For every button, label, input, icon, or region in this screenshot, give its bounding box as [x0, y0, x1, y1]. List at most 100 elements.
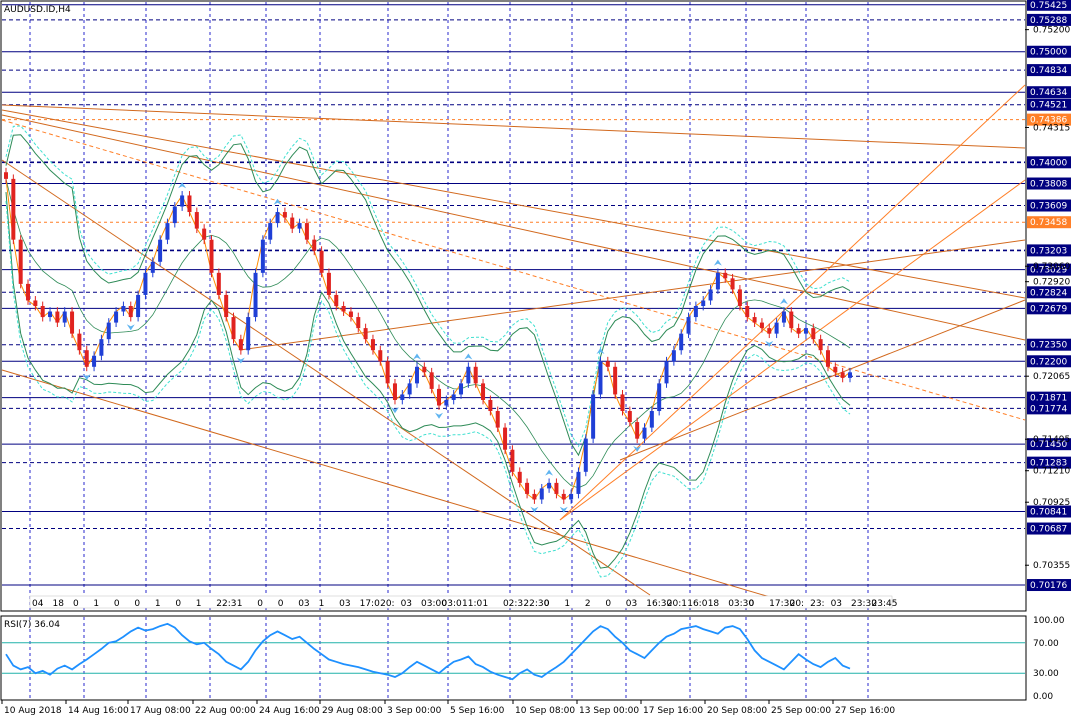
candle-body	[649, 411, 654, 428]
candle-body	[326, 272, 331, 295]
candle-body	[473, 366, 478, 384]
fractal-up-arrow	[713, 259, 722, 266]
time-label: 03	[339, 599, 350, 609]
y-tick-label: 0.71495	[1033, 435, 1070, 445]
fractal-down-arrow	[530, 506, 539, 513]
x-tick-label: 17 Aug 08:00	[130, 706, 191, 716]
price-level-tag	[1027, 286, 1071, 299]
trend-line	[1, 104, 1026, 149]
price-level-label: 0.71450	[1030, 440, 1067, 450]
candle-body	[202, 228, 207, 240]
candle-body	[282, 212, 287, 218]
trend-line	[1, 369, 781, 601]
price-level-tag	[1027, 199, 1071, 212]
candle-body	[400, 394, 405, 400]
candle-body	[737, 289, 742, 306]
y-tick-label: 0.75200	[1033, 26, 1070, 36]
candle-body	[789, 311, 794, 329]
candle-body	[745, 306, 750, 318]
fractal-up-arrow	[178, 182, 187, 189]
candle-body	[114, 311, 119, 323]
time-label: 04	[32, 599, 44, 609]
trend-line	[559, 179, 1026, 521]
y-tick-label: 0.72920	[1033, 278, 1070, 288]
time-label: 03:30	[728, 599, 754, 609]
time-label: 18	[708, 599, 720, 609]
candle-body	[671, 350, 676, 362]
candle-body	[693, 306, 698, 318]
time-label: 11:0	[462, 599, 482, 609]
time-label: 0	[278, 599, 284, 609]
price-level-label: 0.71774	[1030, 404, 1067, 414]
candle-body	[290, 217, 295, 229]
time-label: 23:	[810, 599, 824, 609]
price-level-label: 0.73458	[1030, 218, 1067, 228]
price-level-tag	[1027, 98, 1071, 111]
candle-body	[55, 311, 60, 323]
time-label: 22:3	[216, 599, 236, 609]
candle-body	[18, 239, 23, 284]
x-tick-label: 24 Aug 16:00	[259, 706, 320, 716]
price-level-label: 0.75000	[1030, 48, 1067, 58]
candle-body	[224, 294, 229, 318]
candle-body	[752, 317, 757, 323]
rsi-plot-frame	[0, 615, 1027, 701]
trend-line	[1, 119, 1026, 421]
candle-body	[686, 317, 691, 334]
candle-body	[840, 372, 845, 378]
price-level-label: 0.72824	[1030, 288, 1067, 298]
candle-body	[312, 239, 317, 251]
price-level-label: 0.70687	[1030, 525, 1067, 535]
candle-body	[268, 223, 273, 240]
price-level-label: 0.73029	[1030, 266, 1067, 276]
candle-body	[194, 212, 199, 229]
y-tick-label: 0.70355	[1033, 561, 1070, 571]
candle-body	[260, 239, 265, 273]
candle-body	[26, 283, 31, 301]
rsi-tick-label: 100.00	[1033, 616, 1065, 626]
price-level-label: 0.72350	[1030, 341, 1067, 351]
candle-body	[304, 223, 309, 240]
time-label: 03	[401, 599, 412, 609]
rsi-tick-label: 30.00	[1033, 669, 1059, 679]
candle-body	[121, 306, 126, 312]
candle-body	[848, 372, 852, 378]
candle-body	[781, 311, 786, 323]
candle-body	[547, 482, 552, 489]
rsi-line	[5, 622, 851, 681]
time-label: 0	[73, 599, 79, 609]
candle-body	[723, 272, 728, 279]
price-level-label: 0.73609	[1030, 202, 1067, 212]
candle-body	[759, 322, 764, 329]
bollinger-lower	[5, 192, 851, 569]
fractal-down-arrow	[435, 412, 444, 419]
price-level-tag	[1027, 263, 1071, 276]
candle-body	[488, 399, 493, 412]
candle-body	[231, 317, 236, 340]
candle-body	[642, 427, 647, 439]
price-level-label: 0.71283	[1030, 459, 1067, 469]
candle-body	[517, 471, 522, 483]
candle-body	[481, 383, 486, 400]
candle-body	[576, 471, 581, 494]
price-level-tag	[1027, 113, 1071, 126]
time-label: 02:3	[503, 599, 523, 609]
time-label: 1	[93, 599, 99, 609]
price-level-label: 0.75425	[1030, 1, 1067, 11]
candle-body	[84, 350, 89, 367]
time-label: 0	[544, 599, 550, 609]
candle-body	[730, 278, 735, 290]
candle-body	[811, 328, 816, 340]
time-label: 0	[134, 599, 140, 609]
candle-body	[525, 482, 530, 494]
candle-body	[422, 366, 427, 373]
candle-body	[664, 361, 669, 384]
trend-line	[619, 299, 1026, 461]
y-tick-label: 0.71210	[1033, 467, 1070, 477]
price-level-tag	[1027, 505, 1071, 518]
candle-body	[803, 328, 808, 334]
trend-line	[239, 239, 1026, 351]
candle-body	[70, 311, 75, 334]
candle-body	[392, 383, 397, 400]
main-plot-frame	[0, 0, 1027, 612]
